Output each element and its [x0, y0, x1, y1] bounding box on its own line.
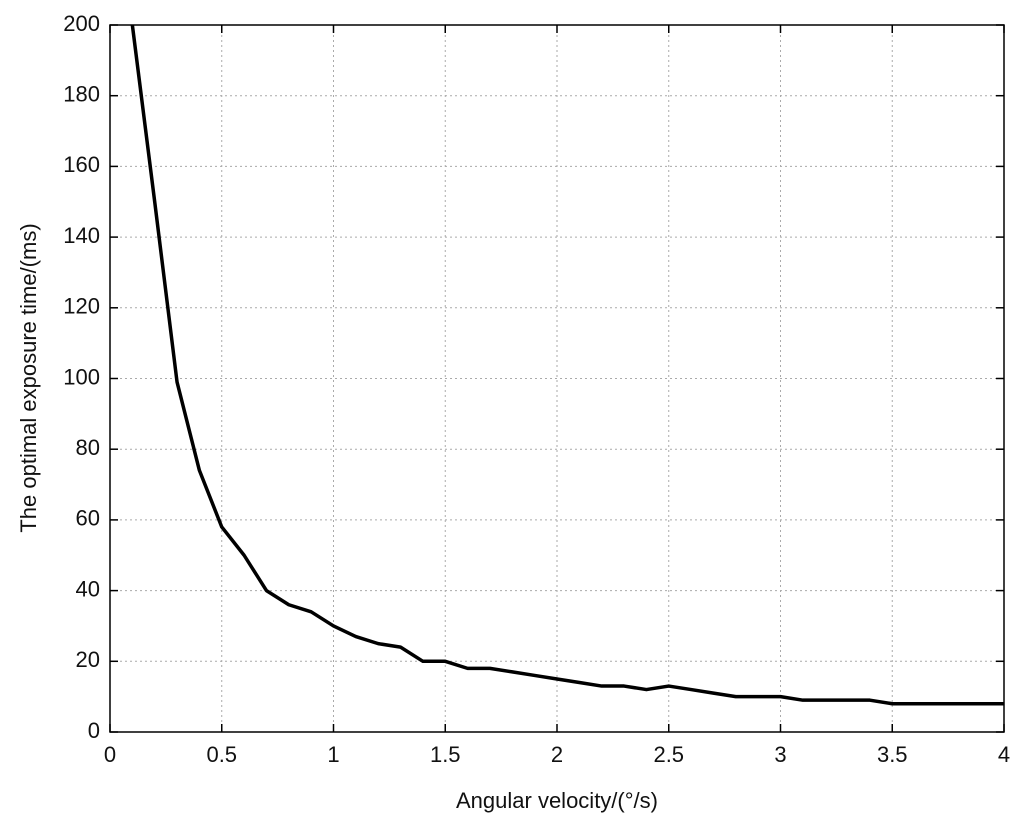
y-tick-label: 120 — [63, 294, 100, 319]
y-tick-label: 140 — [63, 223, 100, 248]
y-tick-label: 100 — [63, 364, 100, 389]
x-tick-label: 3 — [774, 742, 786, 767]
y-tick-label: 180 — [63, 82, 100, 107]
x-tick-label: 2 — [551, 742, 563, 767]
x-tick-label: 0.5 — [206, 742, 237, 767]
y-axis-label: The optimal exposure time/(ms) — [16, 223, 41, 532]
y-tick-label: 40 — [76, 576, 100, 601]
x-tick-label: 2.5 — [653, 742, 684, 767]
y-tick-label: 200 — [63, 11, 100, 36]
x-tick-label: 3.5 — [877, 742, 908, 767]
x-tick-label: 1 — [327, 742, 339, 767]
x-tick-label: 4 — [998, 742, 1010, 767]
y-tick-label: 20 — [76, 647, 100, 672]
y-tick-label: 80 — [76, 435, 100, 460]
y-tick-label: 160 — [63, 152, 100, 177]
y-tick-label: 60 — [76, 506, 100, 531]
x-tick-label: 0 — [104, 742, 116, 767]
data-line — [130, 24, 1004, 706]
y-tick-label: 0 — [88, 718, 100, 743]
plot-frame — [109, 24, 1005, 733]
x-axis-label: Angular velocity/(°/s) — [456, 788, 658, 813]
x-tick-label: 1.5 — [430, 742, 461, 767]
